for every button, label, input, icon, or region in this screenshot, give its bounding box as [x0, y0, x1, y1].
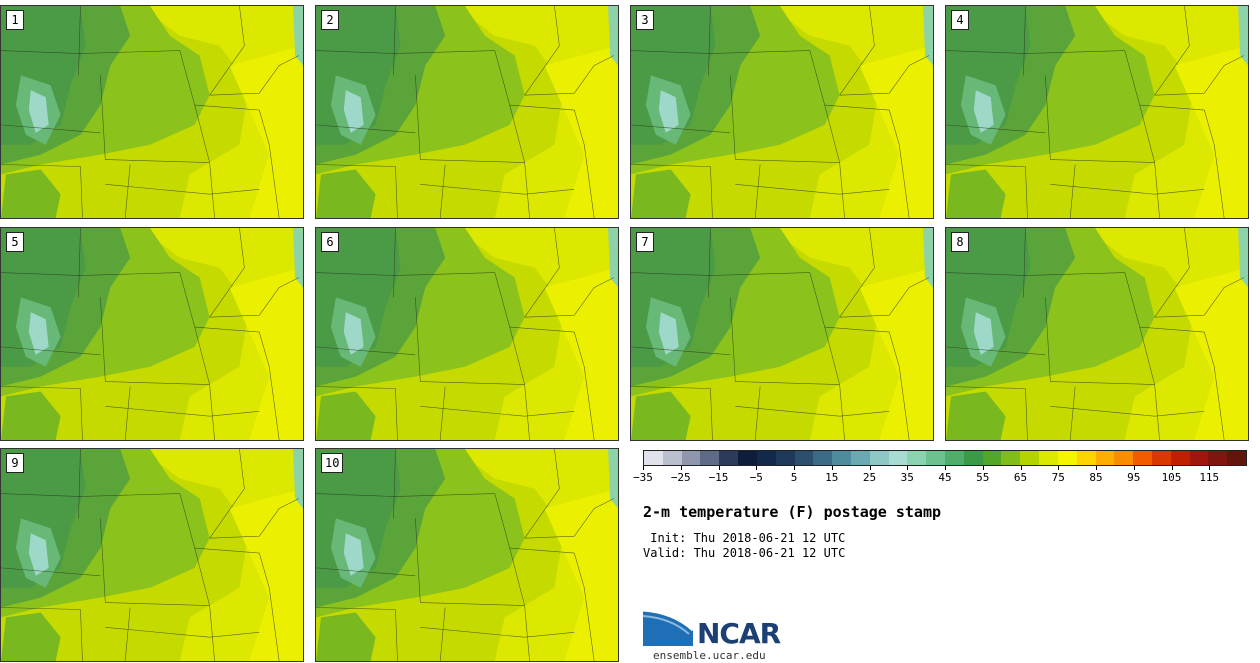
colorbar-tick-label: −5 [749, 471, 763, 484]
colorbar-tick [1209, 466, 1211, 470]
colorbar-tick-label: 75 [1051, 471, 1065, 484]
postage-stamp-map: 7 [630, 227, 934, 441]
colorbar-tick-label: 115 [1199, 471, 1220, 484]
colorbar-swatch [1227, 451, 1246, 465]
colorbar-swatch [907, 451, 927, 465]
colorbar-swatch [1208, 451, 1228, 465]
colorbar-swatch [982, 451, 1002, 465]
ncar-logo-icon [643, 608, 695, 646]
member-number-label: 6 [321, 232, 339, 252]
colorbar-tick [1096, 466, 1097, 470]
member-number-label: 9 [6, 453, 24, 473]
colorbar-tick [907, 466, 909, 470]
ncar-logo-text: NCAR [697, 617, 781, 650]
colorbar-tick-label: 55 [976, 471, 990, 484]
colorbar-swatch [775, 451, 795, 465]
colorbar-tick-label: −25 [670, 471, 691, 484]
colorbar-swatch [644, 451, 663, 465]
postage-stamp-map: 3 [630, 5, 934, 219]
colorbar-swatch [1114, 451, 1134, 465]
colorbar-tick-label: 45 [938, 471, 952, 484]
colorbar-swatch [869, 451, 889, 465]
colorbar-tick [869, 466, 871, 470]
colorbar-swatch [1170, 451, 1190, 465]
member-number-label: 7 [636, 232, 654, 252]
colorbar-tick-label: 15 [825, 471, 839, 484]
postage-stamp-map: 1 [0, 5, 304, 219]
colorbar-swatch [1095, 451, 1115, 465]
colorbar-tick [945, 466, 946, 470]
colorbar-tick [1133, 466, 1135, 470]
member-number-label: 3 [636, 10, 654, 30]
colorbar-swatch [794, 451, 814, 465]
colorbar-tick [982, 466, 984, 470]
colorbar-swatch [1057, 451, 1077, 465]
colorbar-swatch [832, 451, 851, 465]
postage-stamp-map: 10 [315, 448, 619, 662]
colorbar-swatch [738, 451, 757, 465]
colorbar-tick-label: 95 [1127, 471, 1141, 484]
colorbar-tick [831, 466, 833, 470]
colorbar-swatch [700, 451, 720, 465]
colorbar-swatch [1076, 451, 1096, 465]
colorbar-tick [718, 466, 720, 470]
colorbar-tick [1020, 466, 1022, 470]
colorbar-tick [680, 466, 682, 470]
member-number-label: 10 [321, 453, 344, 473]
colorbar-swatch [756, 451, 776, 465]
postage-stamp-map: 8 [945, 227, 1249, 441]
init-time: Init: Thu 2018-06-21 12 UTC [643, 531, 846, 545]
colorbar-swatch [681, 451, 701, 465]
colorbar-tick-label: 25 [862, 471, 877, 484]
colorbar-swatch [1039, 451, 1058, 465]
colorbar-swatch [1189, 451, 1209, 465]
postage-stamp-map: 9 [0, 448, 304, 662]
colorbar-tick [1058, 466, 1060, 470]
postage-stamp-map: 5 [0, 227, 304, 441]
colorbar-swatch [945, 451, 964, 465]
colorbar-tick-label: 65 [1013, 471, 1028, 484]
colorbar-swatch [1133, 451, 1152, 465]
colorbar-tick [794, 466, 795, 470]
colorbar-swatch [1151, 451, 1171, 465]
colorbar-tick-label: 35 [900, 471, 914, 484]
colorbar-tick [756, 466, 758, 470]
colorbar-swatch [813, 451, 833, 465]
colorbar-tick-label: 105 [1161, 471, 1182, 484]
valid-time: Valid: Thu 2018-06-21 12 UTC [643, 546, 846, 560]
member-number-label: 2 [321, 10, 339, 30]
member-number-label: 8 [951, 232, 969, 252]
colorbar-tick-label: 5 [790, 471, 798, 484]
colorbar-tick [643, 466, 644, 470]
colorbar-swatch [662, 451, 682, 465]
colorbar-swatch [1001, 451, 1021, 465]
postage-stamp-map: 2 [315, 5, 619, 219]
colorbar-swatch [926, 451, 945, 465]
postage-stamp-map: 6 [315, 227, 619, 441]
colorbar-tick-label: 85 [1089, 471, 1103, 484]
colorbar-swatch [963, 451, 983, 465]
temperature-colorbar [643, 450, 1247, 466]
member-number-label: 4 [951, 10, 969, 30]
colorbar-swatch [888, 451, 908, 465]
member-number-label: 1 [6, 10, 24, 30]
colorbar-ticks: −35 −25 −15 −5 5 15 25 35 45 55 65 75 85 95 105 115 [633, 466, 1247, 486]
colorbar-swatch [850, 451, 870, 465]
website-url[interactable]: ensemble.ucar.edu [653, 649, 766, 662]
colorbar-swatch [719, 451, 739, 465]
colorbar-swatch [1020, 451, 1040, 465]
postage-stamp-map: 4 [945, 5, 1249, 219]
colorbar-tick [1171, 466, 1173, 470]
member-number-label: 5 [6, 232, 24, 252]
colorbar-tick-label: −15 [708, 471, 729, 484]
colorbar-tick-label: −35 [633, 471, 653, 484]
plot-title: 2-m temperature (F) postage stamp [643, 503, 942, 521]
